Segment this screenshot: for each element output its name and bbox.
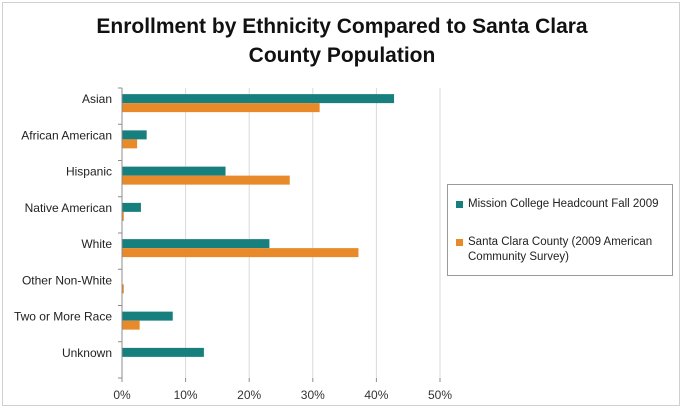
legend-label-santa-clara-county: Santa Clara County (2009 American Commun… [468,236,653,263]
bar-series-1-6 [122,320,140,330]
bar-series-1-5 [122,284,124,294]
legend-label-mission-college: Mission College Headcount Fall 2009 [468,198,659,210]
chart-title: Enrollment by Ethnicity Compared to Sant… [0,12,684,70]
x-tick-label-5: 50% [428,388,452,402]
bar-series-0-2 [122,166,226,176]
category-label-0: Asian [82,92,112,106]
bar-series-1-2 [122,175,290,185]
bar-series-1-1 [122,139,138,149]
bar-series-0-6 [122,311,173,321]
chart-legend: Mission College Headcount Fall 2009 Sant… [447,184,673,276]
chart-title-line-1: Enrollment by Ethnicity Compared to Sant… [96,15,588,38]
category-label-7: Unknown [62,346,112,360]
legend-item-mission-college: Mission College Headcount Fall 2009 [456,197,668,212]
category-label-2: Hispanic [66,165,112,179]
legend-item-santa-clara-county: Santa Clara County (2009 American Commun… [456,235,668,265]
category-label-6: Two or More Race [14,310,112,324]
category-label-5: Other Non-White [22,273,112,287]
category-label-1: African American [21,128,112,142]
bar-series-1-3 [122,211,124,221]
x-tick-label-2: 20% [237,388,261,402]
x-tick-label-4: 40% [364,388,388,402]
chart-title-line-2: County Population [248,44,436,67]
x-tick-label-3: 30% [301,388,325,402]
legend-swatch-santa-clara-county [456,239,463,246]
bar-series-1-0 [122,103,320,113]
bar-series-0-4 [122,239,270,249]
bar-series-0-1 [122,130,147,140]
legend-swatch-mission-college [456,201,463,208]
x-tick-label-0: 0% [113,388,131,402]
bar-series-0-0 [122,94,395,104]
category-label-3: Native American [25,201,112,215]
bar-series-0-7 [122,347,204,357]
x-tick-label-1: 10% [174,388,198,402]
category-label-4: White [81,237,112,251]
bar-series-1-4 [122,248,359,258]
bar-series-0-3 [122,202,141,212]
